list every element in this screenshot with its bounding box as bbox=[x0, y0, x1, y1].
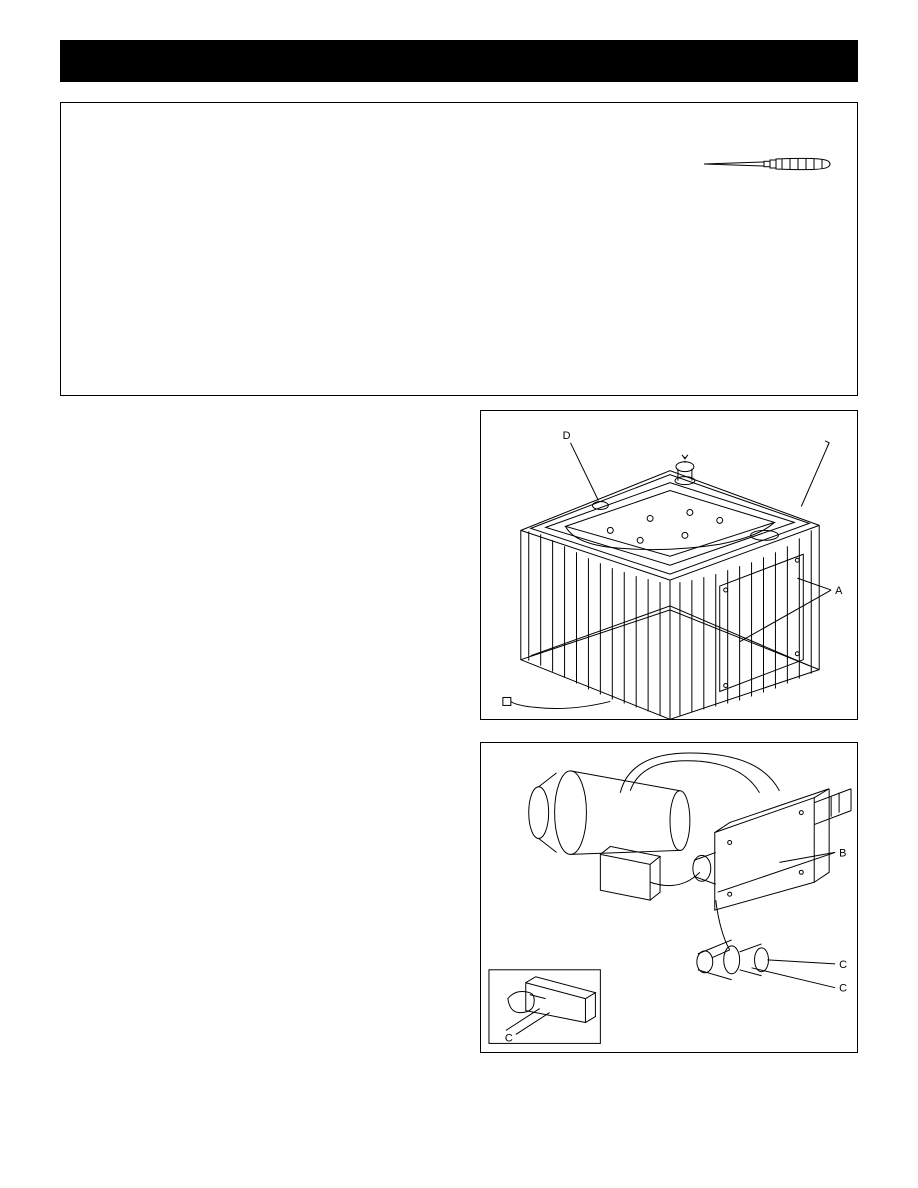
instruction-column bbox=[60, 410, 462, 1075]
callout-A: A bbox=[835, 585, 843, 597]
figure-column: D A bbox=[480, 410, 858, 1075]
section-header-bar bbox=[60, 40, 858, 82]
callout-D: D bbox=[563, 430, 571, 442]
callout-C1: C bbox=[839, 959, 847, 971]
figure-2-svg: B C C C bbox=[481, 743, 857, 1051]
callout-B: B bbox=[839, 848, 846, 860]
info-box bbox=[60, 102, 858, 396]
phillips-screwdriver-icon bbox=[702, 153, 832, 175]
figure-1-svg: D A bbox=[481, 411, 857, 719]
two-column-layout: D A bbox=[60, 410, 858, 1075]
callout-inset-C: C bbox=[505, 1033, 513, 1045]
figure-2-equipment: B C C C bbox=[480, 742, 858, 1052]
page-root: D A bbox=[0, 0, 918, 1188]
figure-1-spa: D A bbox=[480, 410, 858, 720]
callout-C2: C bbox=[839, 983, 847, 995]
